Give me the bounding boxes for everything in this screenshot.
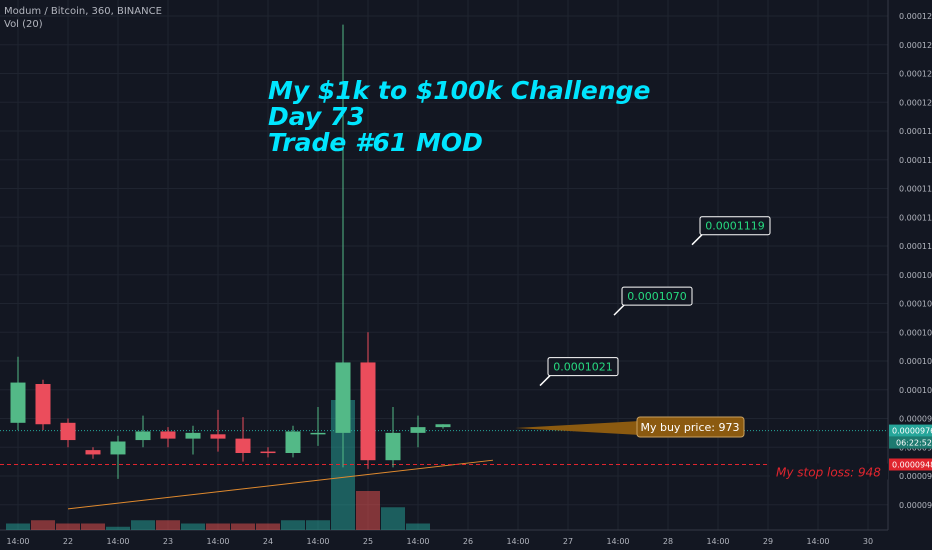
volume-bar	[206, 523, 230, 530]
target-callout	[699, 216, 771, 236]
candle-body	[410, 427, 426, 433]
x-tick-label: 14:00	[6, 537, 29, 546]
y-tick-label: 0.0001160	[899, 156, 932, 165]
candle-body	[160, 431, 176, 439]
target-callout-text: 0.0001021	[553, 361, 613, 374]
target-pointer	[539, 375, 551, 387]
candle-body	[335, 362, 351, 433]
x-tick-label: 14:00	[206, 537, 229, 546]
candle-body	[210, 434, 226, 439]
x-tick-label: 26	[463, 537, 473, 546]
target-callout-text: 0.0001070	[627, 290, 687, 303]
target-callout	[547, 357, 619, 377]
x-tick-label: 14:00	[306, 537, 329, 546]
last-price-tag	[889, 424, 932, 437]
volume-bar	[256, 523, 280, 530]
y-tick-label: 0.0000940	[899, 472, 932, 481]
volume-bar	[281, 520, 305, 530]
volume-bar	[406, 523, 430, 530]
title-line-3: Trade #61 MOD	[268, 128, 483, 157]
y-tick-label: 0.0001060	[899, 300, 932, 309]
symbol-title[interactable]: Modum / Bitcoin, 360, BINANCE	[4, 6, 162, 17]
candle-body	[385, 432, 401, 461]
candle-body	[235, 438, 251, 453]
candle-body	[35, 384, 51, 425]
volume-bar	[31, 520, 55, 530]
y-tick-label: 0.0001000	[899, 386, 932, 395]
y-tick-label: 0.0001100	[899, 242, 932, 251]
target-pointer	[691, 234, 703, 246]
candle-body	[135, 431, 151, 441]
stop-price-tag-text: 0.0000948	[892, 461, 932, 470]
y-tick-label: 0.0001260	[899, 12, 932, 21]
volume-bar	[81, 523, 105, 530]
x-tick-label: 22	[63, 537, 73, 546]
candle-body	[360, 362, 376, 461]
x-tick-label: 14:00	[706, 537, 729, 546]
y-tick-label: 0.0001020	[899, 357, 932, 366]
target-pointer	[613, 304, 625, 316]
volume-bar	[106, 526, 130, 530]
candle-body	[260, 451, 276, 454]
y-tick-label: 0.0001200	[899, 98, 932, 107]
title-line-1: My $1k to $100k Challenge	[268, 76, 651, 105]
stop-label-bg	[770, 463, 888, 480]
y-tick-label: 0.0000920	[899, 501, 932, 510]
stop-price-tag	[889, 458, 932, 471]
x-tick-label: 14:00	[806, 537, 829, 546]
countdown-tag	[889, 436, 932, 449]
x-tick-label: 14:00	[406, 537, 429, 546]
buy-callout-pointer	[515, 421, 640, 435]
y-tick-label: 0.0001180	[899, 127, 932, 136]
price-axis	[888, 0, 932, 550]
volume-bar	[381, 507, 405, 530]
y-tick-label: 0.0001040	[899, 328, 932, 337]
target-callout-text: 0.0001119	[705, 220, 765, 233]
x-tick-label: 29	[763, 537, 773, 546]
y-tick-label: 0.0001140	[899, 185, 932, 194]
trendline	[67, 459, 494, 510]
last-price-tag-text: 0.0000976	[892, 427, 932, 436]
target-callout	[621, 286, 693, 306]
y-tick-label: 0.0001240	[899, 41, 932, 50]
x-tick-label: 28	[663, 537, 673, 546]
volume-bar	[306, 520, 330, 530]
x-tick-label: 14:00	[106, 537, 129, 546]
volume-indicator-label[interactable]: Vol (20)	[4, 19, 43, 30]
x-tick-label: 23	[163, 537, 173, 546]
candle-body	[435, 424, 451, 428]
volume-bar	[156, 520, 180, 530]
candle-body	[85, 450, 101, 455]
countdown-tag-text: 06:22:52	[896, 439, 932, 448]
volume-bar	[131, 520, 155, 530]
candle-body	[60, 422, 76, 441]
x-tick-label: 27	[563, 537, 573, 546]
candle-body	[185, 432, 201, 439]
candle-body	[285, 431, 301, 453]
challenge-title: My $1k to $100k Challenge Day 73 Trade #…	[268, 78, 651, 156]
x-tick-label: 24	[263, 537, 273, 546]
x-tick-label: 30	[863, 537, 873, 546]
x-tick-label: 25	[363, 537, 373, 546]
volume-bar	[181, 523, 205, 530]
volume-bar	[56, 523, 80, 530]
stop-loss-label: My stop loss: 948	[776, 466, 881, 480]
volume-bar	[231, 523, 255, 530]
y-tick-label: 0.0001080	[899, 271, 932, 280]
buy-callout-text: My buy price: 973	[640, 421, 739, 434]
candle-body	[310, 432, 326, 435]
volume-bar	[6, 523, 30, 530]
candle-body	[110, 441, 126, 455]
y-tick-label: 0.0001220	[899, 70, 932, 79]
buy-callout	[636, 416, 745, 438]
title-line-2: Day 73	[268, 102, 365, 131]
y-tick-label: 0.0000980	[899, 415, 932, 424]
y-tick-label: 0.0001120	[899, 213, 932, 222]
volume-bar	[356, 491, 380, 530]
x-tick-label: 14:00	[506, 537, 529, 546]
x-tick-label: 14:00	[606, 537, 629, 546]
candle-body	[10, 382, 26, 423]
